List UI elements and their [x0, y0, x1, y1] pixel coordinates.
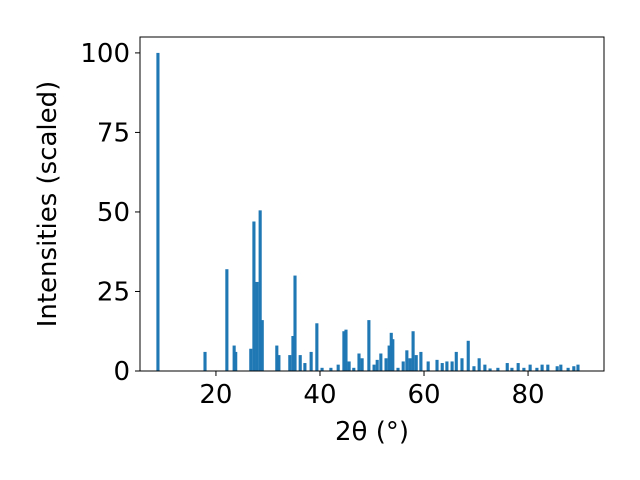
x-tick-label: 40 — [303, 380, 336, 410]
bar — [260, 320, 264, 371]
bar — [258, 210, 262, 371]
bar — [572, 366, 576, 371]
bar — [372, 364, 376, 371]
bar — [516, 363, 520, 371]
bar — [225, 269, 229, 371]
bar — [488, 368, 492, 371]
bar — [408, 358, 412, 371]
bar — [320, 367, 324, 371]
bar — [426, 361, 430, 371]
bar — [203, 351, 207, 371]
y-tick-label: 50 — [97, 198, 130, 228]
bar — [255, 281, 259, 371]
y-tick-label: 0 — [113, 357, 130, 387]
bar — [391, 339, 395, 371]
bar — [540, 364, 544, 371]
bar — [315, 323, 319, 371]
bar — [249, 348, 253, 371]
bar — [275, 345, 279, 371]
bar — [414, 355, 418, 371]
bar — [435, 359, 439, 371]
bar — [234, 351, 238, 371]
bar — [472, 366, 476, 371]
bar — [352, 367, 356, 371]
x-tick-label: 60 — [407, 380, 440, 410]
bar — [483, 364, 487, 371]
bar — [566, 367, 570, 371]
bar — [405, 350, 409, 371]
bar — [288, 355, 292, 371]
bar — [528, 364, 532, 371]
bar — [522, 367, 526, 371]
bar — [559, 364, 563, 371]
bar — [505, 363, 509, 371]
bar — [445, 361, 449, 371]
bar — [329, 367, 333, 371]
bar — [535, 367, 539, 371]
bar — [303, 363, 307, 371]
bar — [387, 345, 391, 371]
bar — [357, 353, 361, 371]
bar — [477, 358, 481, 371]
bar — [510, 367, 514, 371]
bar — [440, 363, 444, 371]
bar — [293, 275, 297, 371]
bar — [360, 358, 364, 371]
bar — [375, 359, 379, 371]
bar — [401, 361, 405, 371]
bar — [277, 355, 281, 371]
plot-frame — [139, 36, 605, 372]
bar — [454, 351, 458, 371]
bar — [347, 361, 351, 371]
x-tick-label: 80 — [512, 380, 545, 410]
bar — [344, 329, 348, 371]
bar — [396, 367, 400, 371]
bar — [496, 367, 500, 371]
bar — [342, 331, 346, 371]
bar — [156, 52, 160, 372]
bar — [336, 364, 340, 371]
bar — [384, 358, 388, 371]
bar — [309, 351, 313, 371]
bar — [466, 340, 470, 371]
bar — [291, 336, 295, 371]
y-axis-label: Intensities (scaled) — [33, 81, 63, 328]
bar — [460, 358, 464, 371]
bar — [379, 353, 383, 371]
bar — [367, 320, 371, 371]
bar — [252, 221, 256, 371]
x-axis-label: 2θ (°) — [335, 417, 409, 447]
bar — [419, 351, 423, 371]
x-tick-label: 20 — [199, 380, 232, 410]
bar — [576, 364, 580, 371]
bar — [555, 366, 559, 371]
y-tick-label: 25 — [97, 277, 130, 307]
y-tick-label: 100 — [80, 39, 130, 69]
y-tick-label: 75 — [97, 118, 130, 148]
bar — [450, 361, 454, 371]
bar — [298, 355, 302, 371]
bar — [546, 364, 550, 371]
bar — [411, 331, 415, 371]
